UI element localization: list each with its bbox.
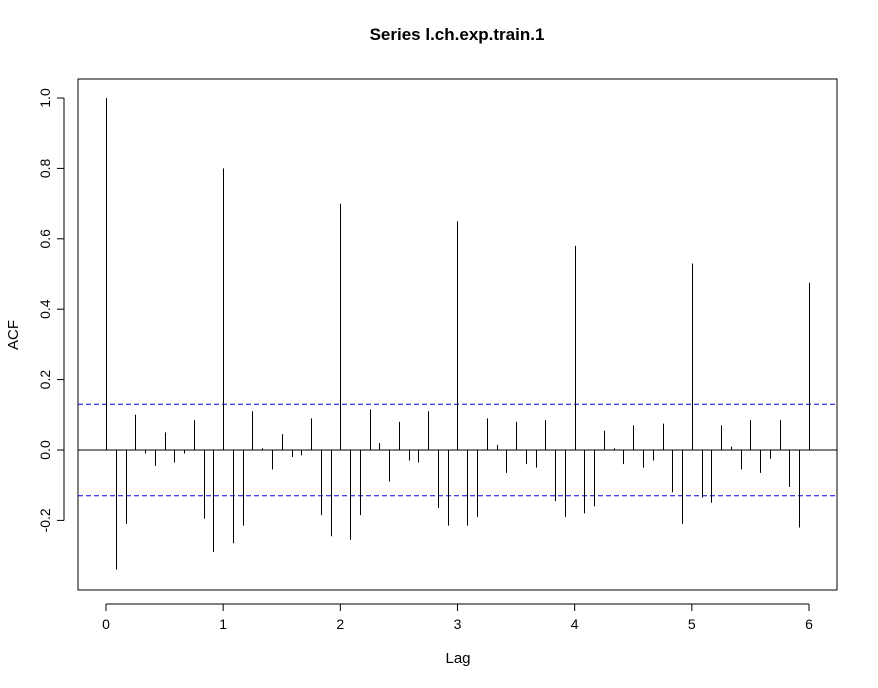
axis-layer: 0 1 2 3 4 5 6 -0.2 0.0 0.2 0.4 0.6 0.8 1.0	[37, 88, 813, 632]
y-axis-label: ACF	[5, 320, 22, 350]
x-axis-label: Lag	[445, 650, 470, 667]
x-tick-label: 2	[336, 616, 344, 632]
y-tick-label: 0.8	[37, 158, 53, 178]
x-tick-label: 3	[454, 616, 462, 632]
x-tick-label: 4	[571, 616, 579, 632]
y-tick-label: 0.6	[37, 229, 53, 249]
y-tick-label: 0.2	[37, 370, 53, 390]
y-tick-label: 0.4	[37, 299, 53, 319]
x-tick-label: 0	[102, 616, 110, 632]
x-tick-label: 6	[805, 616, 813, 632]
y-tick-label: 1.0	[37, 88, 53, 108]
y-tick-label: -0.2	[37, 508, 53, 532]
plot-layer	[78, 98, 837, 570]
x-tick-label: 5	[688, 616, 696, 632]
x-tick-label: 1	[219, 616, 227, 632]
plot-frame	[77, 78, 838, 591]
chart-title: Series l.ch.exp.train.1	[370, 25, 545, 44]
y-tick-label: 0.0	[37, 440, 53, 460]
